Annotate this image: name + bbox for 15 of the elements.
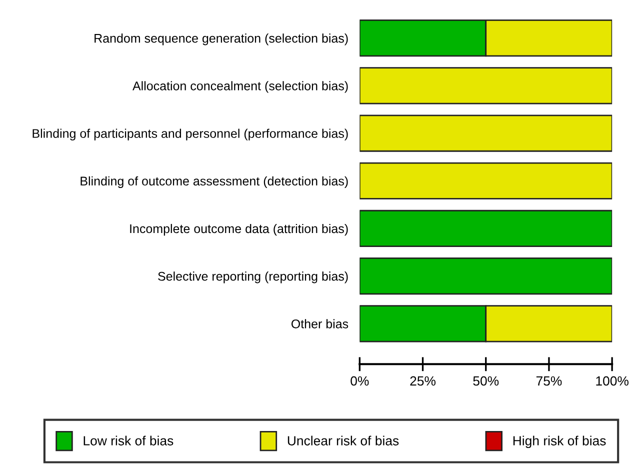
y-tick-label: Allocation concealment (selection bias) xyxy=(132,81,348,93)
x-tick-label: 100% xyxy=(596,376,628,386)
x-tick-label: 75% xyxy=(536,376,562,386)
y-tick-label: Incomplete outcome data (attrition bias) xyxy=(130,224,348,236)
y-tick-label: Blinding of participants and personnel (performance bias) xyxy=(32,128,348,140)
x-tick-label: 25% xyxy=(410,376,436,386)
x-tick-label: 0% xyxy=(350,376,369,386)
legend-label: High risk of bias xyxy=(513,436,606,448)
x-tick-label: 50% xyxy=(473,376,499,386)
y-tick-label: Blinding of outcome assessment (detection bias) xyxy=(80,176,348,188)
y-tick-label: Other bias xyxy=(291,319,348,328)
y-tick-label: Selective reporting (reporting bias) xyxy=(158,272,348,284)
legend-label: Unclear risk of bias xyxy=(288,436,399,446)
y-tick-label: Random sequence generation (selection bias) xyxy=(94,34,348,46)
legend-label: Low risk of bias xyxy=(84,436,174,446)
